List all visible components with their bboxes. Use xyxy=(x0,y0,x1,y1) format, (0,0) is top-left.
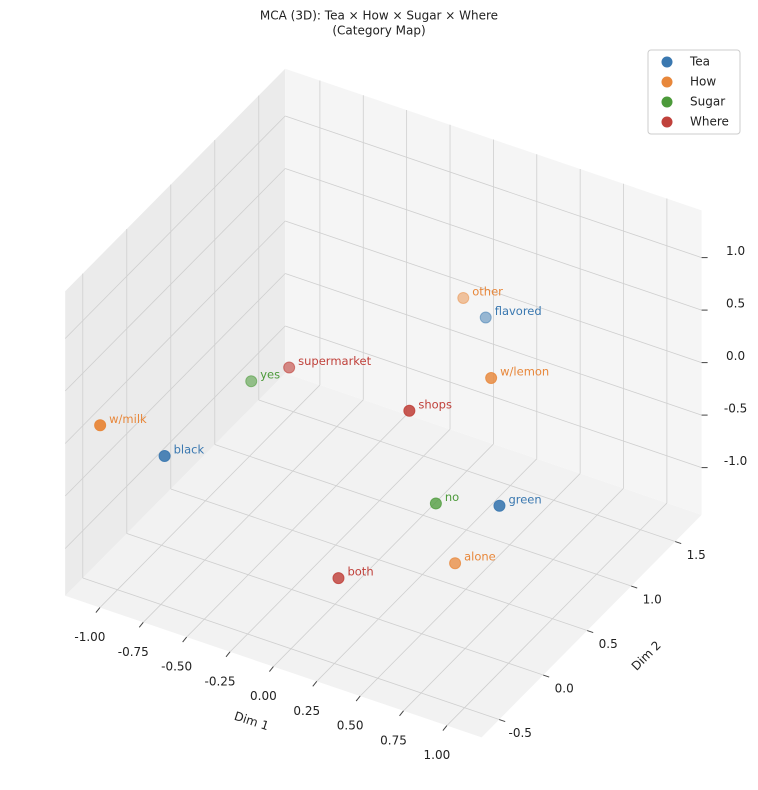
y-tick-label: 0.5 xyxy=(599,637,618,651)
x-tick xyxy=(355,695,361,702)
x-tick xyxy=(225,651,231,658)
y-tick-label: 1.0 xyxy=(643,593,662,607)
point xyxy=(283,361,296,374)
legend-marker xyxy=(661,116,673,128)
legend-marker xyxy=(661,56,673,68)
grid-line xyxy=(403,488,624,712)
grid-line xyxy=(285,220,702,363)
y-tick-label: 0.0 xyxy=(555,682,574,696)
x-tick xyxy=(399,710,404,717)
x-tick xyxy=(312,680,318,687)
point-label: shops xyxy=(418,397,452,411)
point xyxy=(493,499,506,512)
grid-line xyxy=(446,502,668,726)
point-label: other xyxy=(472,284,503,298)
legend: Tea How Sugar Where xyxy=(647,49,741,135)
z-tick-label: 0.5 xyxy=(726,297,745,311)
grid-line xyxy=(285,273,702,416)
y-tick xyxy=(631,585,638,589)
point-label: w/milk xyxy=(109,412,147,426)
point xyxy=(457,291,470,304)
legend-marker xyxy=(661,96,673,108)
z-tick-label: 0.0 xyxy=(726,349,745,363)
z-tick-label: -0.5 xyxy=(724,402,747,416)
point xyxy=(94,419,107,432)
x-tick xyxy=(182,636,188,643)
grid-line xyxy=(170,488,588,631)
point xyxy=(158,449,171,462)
x-tick-label: -0.50 xyxy=(161,660,192,674)
point xyxy=(403,404,416,417)
z-tick-label: -1.0 xyxy=(724,454,747,468)
legend-label: Tea xyxy=(689,55,710,69)
y-tick xyxy=(587,630,594,634)
grid-line xyxy=(273,443,494,667)
z-tick-label: 1.0 xyxy=(726,244,745,258)
grid-line xyxy=(285,115,702,258)
grid-line xyxy=(186,414,407,638)
grid-line xyxy=(214,444,632,587)
point-label: no xyxy=(445,490,459,504)
grid-line xyxy=(64,273,286,497)
legend-label: Where xyxy=(690,115,729,129)
x-tick xyxy=(442,725,448,731)
x-tick-label: 0.50 xyxy=(337,719,364,733)
x-tick-label: -1.00 xyxy=(74,630,105,644)
legend-label: Sugar xyxy=(690,95,725,109)
chart-title: MCA (3D): Tea × How × Sugar × Where xyxy=(260,9,498,23)
legend-marker xyxy=(661,76,673,88)
point xyxy=(449,557,462,570)
point-label: yes xyxy=(260,368,280,382)
point-label: alone xyxy=(464,550,496,564)
point xyxy=(485,372,498,385)
grid-line xyxy=(126,533,544,676)
x-tick-label: 0.75 xyxy=(380,733,407,747)
x-tick-label: 1.00 xyxy=(424,748,451,762)
grid-line xyxy=(64,325,286,549)
point-label: w/lemon xyxy=(500,365,549,379)
y-tick xyxy=(543,674,550,678)
grid-line xyxy=(142,399,364,623)
grid-line xyxy=(99,384,321,608)
grid-line xyxy=(82,577,500,720)
x-tick xyxy=(138,621,144,628)
x-tick xyxy=(95,607,101,613)
point-label: green xyxy=(508,492,541,506)
x-tick-label: 0.00 xyxy=(250,689,277,703)
grid-line xyxy=(316,458,538,682)
grid-line xyxy=(258,399,676,542)
grid-line xyxy=(229,429,451,653)
y-axis-title: Dim 2 xyxy=(629,638,664,673)
y-tick-label: -0.5 xyxy=(508,726,531,740)
point xyxy=(332,572,345,585)
x-axis-title: Dim 1 xyxy=(232,709,270,733)
y-tick xyxy=(675,541,682,545)
point xyxy=(429,497,442,510)
point xyxy=(245,375,258,388)
x-tick-label: -0.25 xyxy=(204,674,235,688)
y-tick-label: 1.5 xyxy=(687,548,706,562)
x-tick-label: -0.75 xyxy=(118,645,149,659)
grid-line xyxy=(359,473,581,697)
grid-line xyxy=(64,220,286,444)
point-label: both xyxy=(347,565,373,579)
x-tick-label: 0.25 xyxy=(293,704,320,718)
point-label: black xyxy=(174,442,205,456)
grid-line xyxy=(64,168,286,392)
point xyxy=(479,311,492,324)
x-tick xyxy=(269,666,274,672)
grid-line xyxy=(285,325,702,468)
legend-box xyxy=(647,49,741,135)
y-tick xyxy=(499,719,506,723)
legend-label: How xyxy=(690,75,716,89)
grid-line xyxy=(285,168,702,311)
grid-line xyxy=(64,115,286,339)
chart-subtitle: (Category Map) xyxy=(332,24,425,38)
point-label: supermarket xyxy=(298,354,371,368)
point-label: flavored xyxy=(495,304,542,318)
